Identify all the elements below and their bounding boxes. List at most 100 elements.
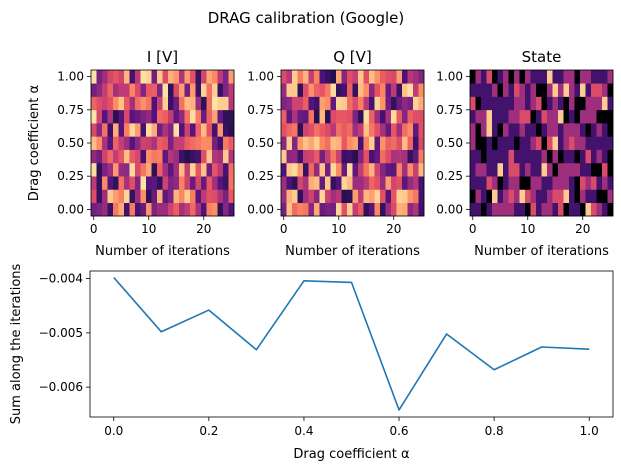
heatmap-cell	[162, 176, 169, 190]
heatmap-cell	[391, 109, 397, 124]
heatmap-cell	[190, 136, 196, 150]
heatmap-cell	[492, 149, 498, 164]
heatmap-cell	[391, 149, 397, 164]
heatmap-cell	[475, 176, 482, 190]
heatmap-cell	[547, 136, 553, 150]
heatmap-cell	[129, 202, 136, 217]
heatmap-cell	[146, 202, 152, 217]
heatmap-cell	[107, 96, 114, 111]
heatmap-cell	[217, 96, 224, 111]
heatmap-cell	[470, 162, 476, 177]
heatmap-cell	[102, 176, 108, 190]
heatmap-cell	[286, 109, 293, 124]
heatmap-cell	[563, 109, 570, 124]
heatmap-cell	[407, 123, 414, 137]
heatmap-cell	[347, 70, 353, 84]
heatmap-cell	[146, 83, 152, 97]
heatmap-cell	[591, 123, 597, 137]
heatmap-cell	[486, 202, 493, 217]
heatmap-cell	[519, 162, 526, 177]
heatmap-cell	[352, 96, 359, 111]
heatmap-cell	[530, 109, 537, 124]
heatmap-cell	[146, 176, 152, 190]
heatmap-cell	[124, 149, 130, 164]
x-axis-label: Number of iterations	[95, 244, 230, 259]
heatmap-cell	[369, 189, 375, 204]
heatmap-cell	[519, 123, 526, 137]
heatmap-cell	[118, 149, 125, 164]
heatmap-cell	[475, 149, 482, 164]
heatmap-cell	[475, 83, 482, 97]
heatmap-cell	[341, 202, 348, 217]
heatmap-cell	[552, 83, 559, 97]
heatmap-cell	[195, 70, 202, 84]
heatmap-cell	[536, 149, 542, 164]
y-axis-label: Drag coefficient α	[27, 85, 42, 201]
heatmap-cell	[475, 202, 482, 217]
heatmap-cell	[380, 149, 386, 164]
heatmap-cell	[157, 202, 163, 217]
heatmap-cell	[190, 202, 196, 217]
heatmap-cell	[541, 189, 548, 204]
heatmap-cell	[96, 70, 103, 84]
heatmap-cell	[135, 162, 141, 177]
heatmap-cell	[195, 109, 202, 124]
heatmap-cell	[574, 109, 581, 124]
heatmap-cell	[380, 136, 386, 150]
heatmap-cell	[173, 189, 180, 204]
heatmap-cell	[113, 189, 119, 204]
heatmap-cell	[475, 189, 482, 204]
heatmap-cell	[330, 123, 337, 137]
heatmap-cell	[146, 70, 152, 84]
heatmap-cell	[325, 202, 331, 217]
heatmap-cell	[525, 176, 531, 190]
heatmap-cell	[385, 202, 392, 217]
heatmap-cell	[319, 109, 326, 124]
heatmap-cell	[184, 70, 191, 84]
heatmap-cell	[607, 176, 614, 190]
heatmap-cell	[228, 109, 235, 124]
heatmap-cell	[286, 70, 293, 84]
heatmap-cell	[308, 202, 315, 217]
heatmap-cell	[574, 83, 581, 97]
heatmap-cell	[190, 176, 196, 190]
x-tick-label: 0	[90, 222, 98, 236]
heatmap-cell	[314, 83, 320, 97]
heatmap-cell	[580, 136, 586, 150]
heatmap-cell	[607, 123, 614, 137]
heatmap-cell	[195, 96, 202, 111]
heatmap-cell	[536, 109, 542, 124]
heatmap-cell	[563, 83, 570, 97]
heatmap-cell	[179, 123, 185, 137]
heatmap-cell	[212, 162, 218, 177]
heatmap-cell	[129, 176, 136, 190]
heatmap-cell	[352, 162, 359, 177]
heatmap-cell	[168, 70, 174, 84]
heatmap-cell	[585, 83, 592, 97]
heatmap-cell	[536, 123, 542, 137]
heatmap-cell	[363, 136, 370, 150]
heatmap-cell	[470, 70, 476, 84]
heatmap-cell	[475, 96, 482, 111]
heatmap-cell	[585, 136, 592, 150]
heatmap-cell	[140, 123, 147, 137]
heatmap-cell	[497, 162, 504, 177]
heatmap-cell	[212, 123, 218, 137]
heatmap-cell	[602, 136, 608, 150]
heatmap-cell	[281, 149, 287, 164]
heatmap-cell	[91, 162, 97, 177]
heatmap-cell	[281, 109, 287, 124]
heatmap-cell	[481, 83, 487, 97]
heatmap-cell	[281, 189, 287, 204]
heatmap-cell	[402, 162, 408, 177]
heatmap-cell	[374, 136, 381, 150]
heatmap-cell	[374, 83, 381, 97]
heatmap-cell	[107, 70, 114, 84]
heatmap-cell	[124, 176, 130, 190]
y-tick-label: 0.50	[57, 136, 84, 150]
heatmap-cell	[396, 189, 403, 204]
heatmap-cell	[525, 162, 531, 177]
heatmap-cell	[413, 202, 419, 217]
heatmap-cell	[303, 176, 309, 190]
x-tick-label: 0	[469, 222, 477, 236]
